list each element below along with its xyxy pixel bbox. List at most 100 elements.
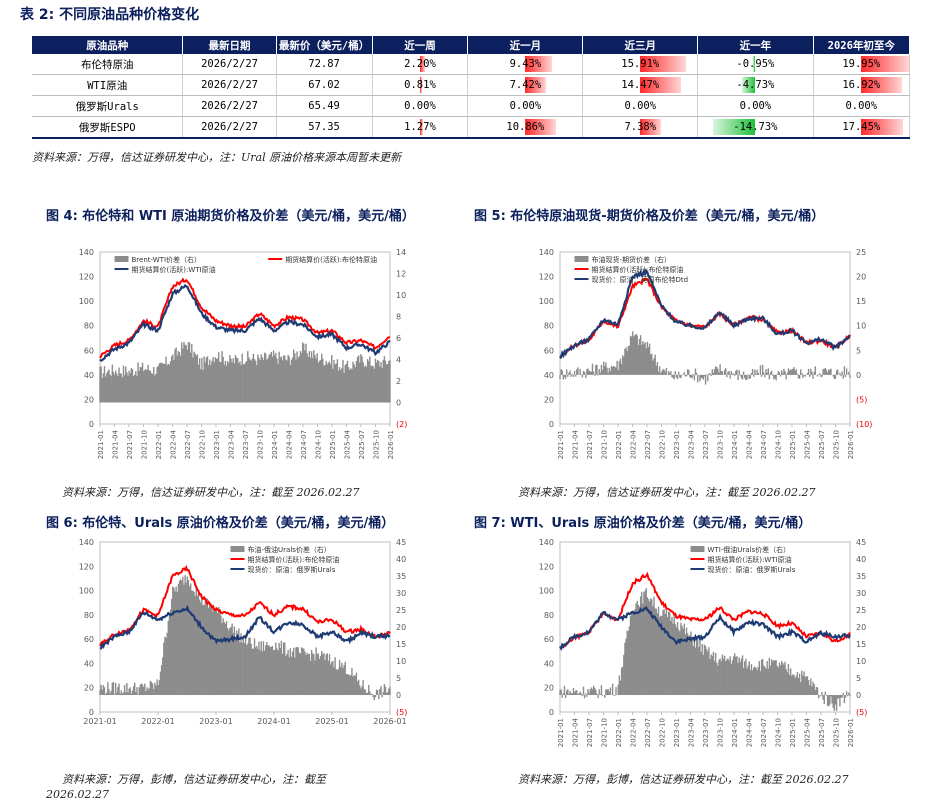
x-tick-label: 2026-01 <box>387 430 395 459</box>
table-cell: -0.95% <box>697 54 814 75</box>
table-cell: -4.73% <box>697 74 814 96</box>
x-tick-label: 2021-07 <box>126 430 134 459</box>
x-tick-label: 2022-07 <box>184 430 192 459</box>
legend-swatch-gray <box>690 546 705 552</box>
y2-tick-label: 25 <box>856 606 866 615</box>
x-tick-label: 2024-01 <box>731 430 739 459</box>
y2-tick-label: 6 <box>396 334 401 343</box>
legend-label: Brent-WTI价差（右） <box>132 255 202 264</box>
x-tick-label: 2025-07 <box>358 430 366 459</box>
y2-tick-label: 0 <box>856 371 861 380</box>
cell-text: 1.27% <box>404 121 436 133</box>
legend-label: WTI-俄油Urals价差（右） <box>708 545 791 554</box>
cell-text: 2026/2/27 <box>201 121 258 133</box>
legend-label: 期货结算价(活跃):布伦特原油 <box>248 555 340 564</box>
series-line-blue <box>99 604 391 650</box>
y-tick-label: 80 <box>84 322 94 331</box>
cell-text: WTI原油 <box>87 79 128 92</box>
y2-tick-label: 14 <box>396 248 406 257</box>
y-tick-label: 80 <box>84 611 94 620</box>
series-line-red <box>99 277 391 359</box>
x-tick-label: 2022-07 <box>644 430 652 459</box>
table-cell: -14.73% <box>697 116 814 139</box>
change-bar <box>525 119 557 135</box>
change-bar <box>861 56 909 72</box>
table-cell: 65.49 <box>276 95 373 117</box>
figure-6-source-line-2: 2026.02.27 <box>46 788 109 801</box>
cell-text: 0.00% <box>404 100 436 112</box>
x-tick-label: 2022-04 <box>630 717 638 747</box>
table-cell: 2026/2/27 <box>182 95 277 117</box>
y2-tick-label: (5) <box>396 708 407 717</box>
y2-tick-label: 40 <box>856 555 866 564</box>
y-tick-label: 60 <box>84 635 94 644</box>
change-bar <box>525 56 553 72</box>
x-tick-label: 2023-10 <box>257 430 265 459</box>
y2-tick-label: 2 <box>396 377 401 386</box>
figure-5-chart: 0 20 40 60 80 100 120 140 (10) (5) 0 5 10 15 20 25 2021-… <box>539 248 873 459</box>
x-tick-label: 2025-01 <box>789 430 797 459</box>
y2-tick-label: 15 <box>856 297 866 306</box>
table-header-cell: 近一年 <box>697 36 814 54</box>
table-cell: 0.00% <box>813 95 911 117</box>
y-tick-label: 40 <box>84 371 94 380</box>
table-cell: 10.86% <box>467 116 584 139</box>
x-tick-label: 2022-04 <box>170 429 178 459</box>
x-tick-label: 2023-01 <box>213 430 221 459</box>
y2-tick-label: 10 <box>856 657 866 666</box>
figure-4-chart: 0 20 40 60 80 100 120 140 (2) 0 2 4 6 8 10 12 14 2021-01 2… <box>79 248 408 459</box>
table-cell: 72.87 <box>276 54 373 75</box>
figure-7-title: 图 7: WTI、Urals 原油价格及价差（美元/桶，美元/桶） <box>474 516 812 531</box>
y2-tick-label: 25 <box>396 606 406 615</box>
y-tick-label: 140 <box>79 538 94 547</box>
x-tick-label: 2022-10 <box>199 430 207 459</box>
y2-tick-label: (2) <box>396 420 407 429</box>
cell-text: 65.49 <box>308 100 340 112</box>
cell-text: 布伦特原油 <box>80 58 134 71</box>
y-tick-label: 100 <box>79 587 94 596</box>
change-bar <box>640 77 682 93</box>
table-cell: 16.92% <box>813 74 911 96</box>
table-header-cell: 最新日期 <box>182 36 277 54</box>
y-tick-label: 20 <box>84 395 94 404</box>
cell-text: -4.73% <box>736 79 775 91</box>
y-tick-label: 20 <box>84 684 94 693</box>
cell-text: 2026/2/27 <box>201 58 258 70</box>
x-tick-label: 2025-07 <box>818 430 826 459</box>
y-tick-label: 100 <box>539 587 554 596</box>
table-cell: 7.42% <box>467 74 584 96</box>
table-cell: 15.91% <box>582 54 699 75</box>
cell-text: 俄罗斯ESPO <box>78 121 136 134</box>
y2-tick-label: (5) <box>856 395 867 404</box>
y2-tick-label: 35 <box>856 572 866 581</box>
x-tick-label: 2021-01 <box>83 717 116 726</box>
change-bar <box>640 56 686 72</box>
series-line-blue <box>99 283 391 362</box>
figure-6-title: 图 6: 布伦特、Urals 原油价格及价差（美元/桶，美元/桶） <box>46 516 395 531</box>
cell-text: 67.02 <box>308 79 340 91</box>
legend-label: 现货价：原油：英国布伦特Dtd <box>592 275 689 284</box>
x-tick-label: 2025-07 <box>818 718 826 747</box>
x-tick-label: 2023-10 <box>717 718 725 747</box>
change-bar <box>713 119 756 135</box>
x-tick-label: 2021-04 <box>112 429 120 459</box>
x-tick-label: 2023-07 <box>242 430 250 459</box>
x-tick-label: 2024-04 <box>746 717 754 747</box>
y-tick-label: 0 <box>89 708 94 717</box>
table-cell: 57.35 <box>276 116 373 139</box>
table-cell: 0.00% <box>697 95 814 117</box>
x-tick-label: 2025-10 <box>373 430 381 459</box>
y2-tick-label: 40 <box>396 555 406 564</box>
x-tick-label: 2026-01 <box>373 717 406 726</box>
y2-tick-label: 35 <box>396 572 406 581</box>
cell-text: 7.38% <box>624 121 657 133</box>
x-tick-label: 2023-04 <box>688 717 696 747</box>
x-tick-label: 2025-04 <box>804 717 812 747</box>
x-tick-label: 2024-07 <box>300 430 308 459</box>
y-tick-label: 40 <box>544 371 554 380</box>
x-tick-label: 2026-01 <box>847 718 855 747</box>
y2-tick-label: 20 <box>396 623 406 632</box>
y2-tick-label: 5 <box>856 674 861 683</box>
figure-4-source: 资料来源：万得，信达证券研发中心，注：截至 2026.02.27 <box>62 486 360 499</box>
y-tick-label: 0 <box>89 420 94 429</box>
